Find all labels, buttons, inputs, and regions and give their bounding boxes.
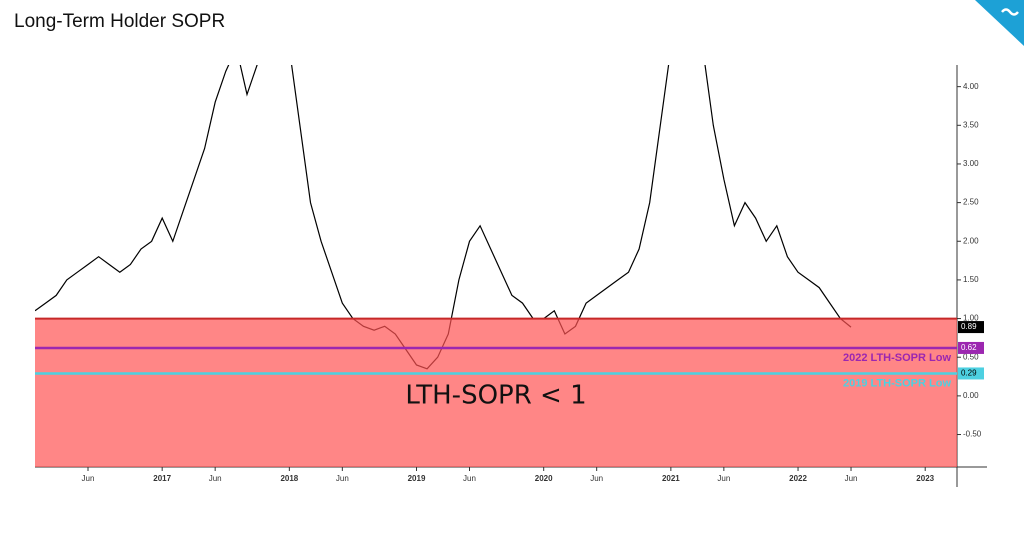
- x-tick-label: Jun: [336, 474, 349, 483]
- x-tick-label: Jun: [845, 474, 858, 483]
- level-tag: [958, 367, 984, 380]
- y-tick-label: 2.50: [963, 198, 979, 207]
- x-tick-label: 2019: [408, 474, 426, 483]
- shade-label: LTH-SOPR < 1: [405, 381, 586, 411]
- level-tag-text: 0.29: [961, 369, 977, 378]
- y-tick-label: 1.50: [963, 275, 979, 284]
- y-tick-label: 4.00: [963, 82, 979, 91]
- shade-zone: [35, 318, 957, 467]
- y-tick-label: 1.00: [963, 314, 979, 323]
- x-tick-label: Jun: [717, 474, 730, 483]
- level-label: 2019 LTH-SOPR Low: [843, 377, 951, 389]
- y-tick-label: -0.50: [963, 430, 982, 439]
- x-tick-label: Jun: [209, 474, 222, 483]
- x-tick-label: 2021: [662, 474, 680, 483]
- x-tick-label: Jun: [590, 474, 603, 483]
- x-tick-label: 2022: [789, 474, 807, 483]
- x-tick-label: Jun: [463, 474, 476, 483]
- x-tick-label: 2023: [916, 474, 934, 483]
- y-tick-label: 0.00: [963, 391, 979, 400]
- x-tick-label: Jun: [82, 474, 95, 483]
- x-tick-label: 2018: [280, 474, 298, 483]
- chart-title: Long-Term Holder SOPR: [14, 11, 225, 32]
- level-tag: [958, 341, 984, 354]
- y-tick-label: 0.50: [963, 352, 979, 361]
- current-tag-text: 0.89: [961, 322, 977, 331]
- logo-corner: [975, 0, 1024, 46]
- y-tick-label: 3.50: [963, 120, 979, 129]
- logo-mark: [1001, 8, 1019, 16]
- y-tick-label: 2.00: [963, 236, 979, 245]
- level-tag-text: 0.62: [961, 343, 977, 352]
- x-tick-label: 2017: [153, 474, 171, 483]
- level-label: 2022 LTH-SOPR Low: [843, 352, 951, 364]
- y-tick-label: 3.00: [963, 159, 979, 168]
- x-tick-label: 2020: [535, 474, 553, 483]
- current-tag: [958, 321, 984, 334]
